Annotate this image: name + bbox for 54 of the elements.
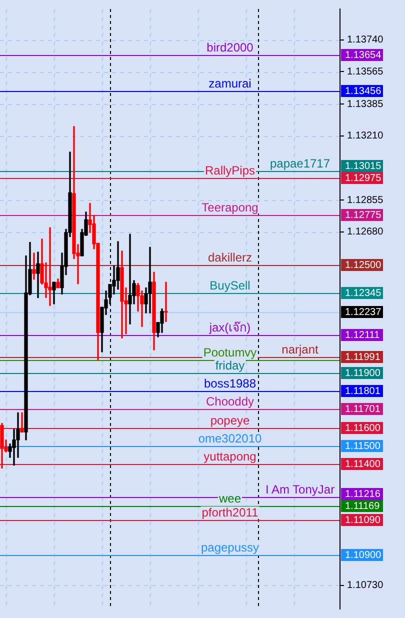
y-tick-label: 1.13565 [347,66,384,78]
ref-line-label: popeye [210,414,250,428]
text: 1.12975 [345,172,382,184]
candlestick [148,246,152,314]
candlestick [48,227,52,306]
ref-line-label: jax(เจ๊ก) [208,320,251,334]
ref-line-label: I Am TonyJar [265,482,335,496]
text: 1.12111 [345,330,380,341]
ref-line-label: RallyPips [204,164,256,178]
text: 1.12775 [345,210,382,221]
candlestick [32,252,36,280]
ref-line-label: friday [215,358,245,372]
text: 1.11600 [345,422,381,434]
text: 1.11500 [345,440,381,452]
text: 1.13015 [345,160,382,172]
y-tick-label: 1.13740 [347,34,384,46]
ref-line-label: dakillerz [208,250,252,264]
ref-line-label: narjant [282,342,320,356]
candlestick [20,412,24,432]
ref-line-label: Chooddy [206,394,254,408]
text: 1.12500 [345,260,382,271]
ref-line-label: Teerapong [202,200,258,214]
ref-line-label: pagepussy [200,540,260,554]
text: 1.13654 [345,50,382,61]
text: 1.11900 [345,368,381,379]
text: 1.11701 [345,404,381,415]
text: 1.11400 [345,458,381,470]
y-tick-label: 1.12680 [347,226,384,238]
candlestick [36,252,40,298]
text: 1.12237 [345,306,382,318]
text: 1.11801 [345,386,381,397]
ref-line-label: papae1717 [270,156,330,170]
ref-line-label: wee [218,492,242,506]
text: 1.13456 [345,86,382,97]
y-tick-label: 1.10730 [347,580,384,592]
ref-line-label: bird2000 [206,40,254,54]
ref-line-label: pforth2011 [202,506,259,520]
text: 1.12345 [345,288,382,299]
candlestick [164,282,168,322]
y-tick-label: 1.13385 [347,98,384,110]
ref-line-label: BuySell [210,278,250,292]
y-tick-label: 1.12855 [347,194,384,206]
text: 1.11169 [345,500,380,512]
text: 1.11216 [345,488,381,500]
ref-line-label: ome302010 [198,432,262,446]
ref-line-label: yuttapong [204,450,256,464]
text: 1.11090 [345,514,381,526]
ref-line-label: zamurai [208,76,252,90]
y-tick-label: 1.13210 [347,130,384,142]
text: 1.11991 [345,352,381,363]
ref-line-label: boss1988 [204,376,256,390]
ref-line-label: Pootumvy [203,346,257,360]
text: 1.10900 [345,550,382,561]
candlestick [128,234,132,324]
